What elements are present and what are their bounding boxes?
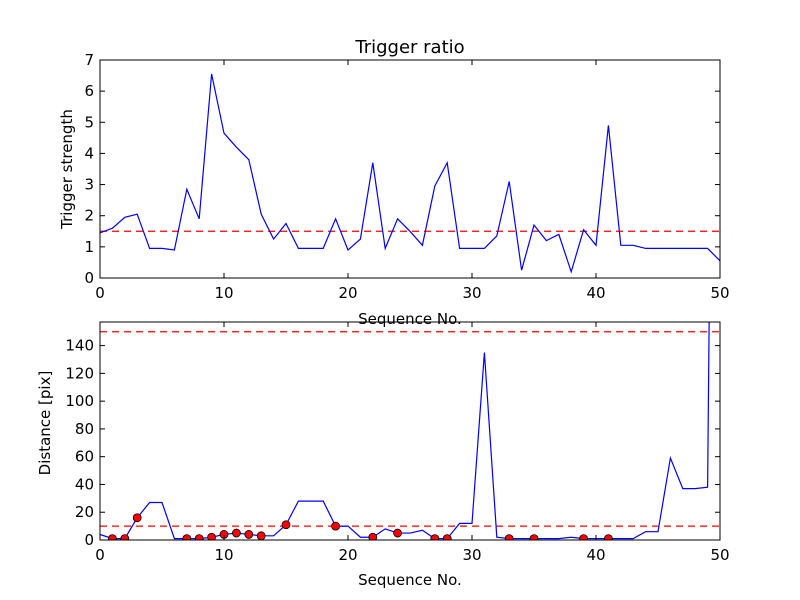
bottom-y-tick-label: 20: [75, 503, 94, 521]
bottom-x-tick-label: 30: [462, 546, 481, 564]
bottom-marker-point: [579, 534, 588, 540]
bottom-marker-point: [256, 531, 266, 540]
bottom-marker-point: [244, 530, 254, 539]
top-ticks: 0 10 20 30 40 50 0 1 2 3 4 5 6 7: [84, 51, 729, 302]
top-y-tick-label: 5: [84, 113, 94, 131]
bottom-y-tick-label: 120: [65, 364, 94, 382]
bottom-y-axis-label: Distance [pix]: [36, 371, 54, 476]
bottom-marker-point: [393, 528, 403, 538]
top-x-tick-label: 30: [462, 284, 481, 302]
trigger-ratio-plot: Trigger ratio 0 10 20 30 40 50 0 1 2 3 4 5 6 7 Sequen…: [58, 37, 730, 328]
bottom-axes-frame: [99, 321, 721, 541]
top-y-tick-label: 3: [84, 176, 94, 194]
bottom-marker-point: [430, 534, 440, 540]
bottom-marker-point: [504, 534, 514, 540]
bottom-x-tick-label: 0: [95, 546, 105, 564]
top-chart-title: Trigger ratio: [354, 37, 464, 58]
top-y-tick-label: 0: [84, 269, 94, 287]
bottom-marker-point: [108, 534, 117, 540]
top-x-tick-label: 20: [338, 284, 357, 302]
bottom-marker-point: [529, 534, 539, 540]
bottom-marker-point: [231, 528, 241, 538]
bottom-y-tick-label: 0: [84, 531, 94, 549]
bottom-x-tick-label: 50: [710, 546, 729, 564]
top-x-axis-label: Sequence No.: [358, 310, 462, 328]
top-data-layer: [100, 73, 720, 274]
top-x-tick-label: 10: [214, 284, 233, 302]
bottom-x-tick-label: 20: [338, 546, 357, 564]
top-y-tick-label: 4: [84, 144, 94, 162]
bottom-y-tick-label: 80: [75, 420, 94, 438]
top-x-tick-label: 50: [710, 284, 729, 302]
bottom-marker-point: [194, 534, 204, 540]
bottom-marker-point: [442, 534, 452, 540]
bottom-marker-point: [368, 532, 378, 540]
top-x-tick-label: 40: [586, 284, 605, 302]
bottom-marker-point: [132, 513, 142, 523]
bottom-x-tick-label: 40: [586, 546, 605, 564]
top-axes-frame: [99, 59, 721, 279]
bottom-ticks: 0 10 20 30 40 50 0 20 40 60 80 100 120 140: [65, 322, 730, 564]
bottom-marker-point: [604, 534, 613, 540]
distance-plot: 0 10 20 30 40 50 0 20 40 60 80 100 120 140 Sequence N…: [36, 321, 730, 589]
bottom-y-tick-label: 140: [65, 337, 94, 355]
bottom-x-tick-label: 10: [214, 546, 233, 564]
top-x-tick-label: 0: [95, 284, 105, 302]
top-y-tick-label: 1: [84, 238, 94, 256]
bottom-y-tick-label: 60: [75, 448, 94, 466]
bottom-x-axis-label: Sequence No.: [358, 571, 462, 589]
bottom-marker-point: [120, 534, 130, 540]
top-y-tick-label: 7: [84, 51, 94, 69]
bottom-marker-point: [182, 534, 192, 540]
top-y-tick-label: 2: [84, 207, 94, 225]
bottom-data-layer: [100, 322, 720, 540]
top-y-axis-label: Trigger strength: [58, 109, 76, 230]
bottom-y-tick-label: 100: [65, 392, 94, 410]
top-y-tick-label: 6: [84, 82, 94, 100]
bottom-marker-point: [281, 520, 291, 530]
bottom-y-tick-label: 40: [75, 475, 94, 493]
bottom-marker-point: [207, 532, 216, 540]
bottom-marker-point: [331, 521, 341, 531]
top-plot-area: [100, 73, 720, 274]
bottom-plot-area: [100, 322, 720, 540]
top-series-line-0: [100, 73, 720, 274]
